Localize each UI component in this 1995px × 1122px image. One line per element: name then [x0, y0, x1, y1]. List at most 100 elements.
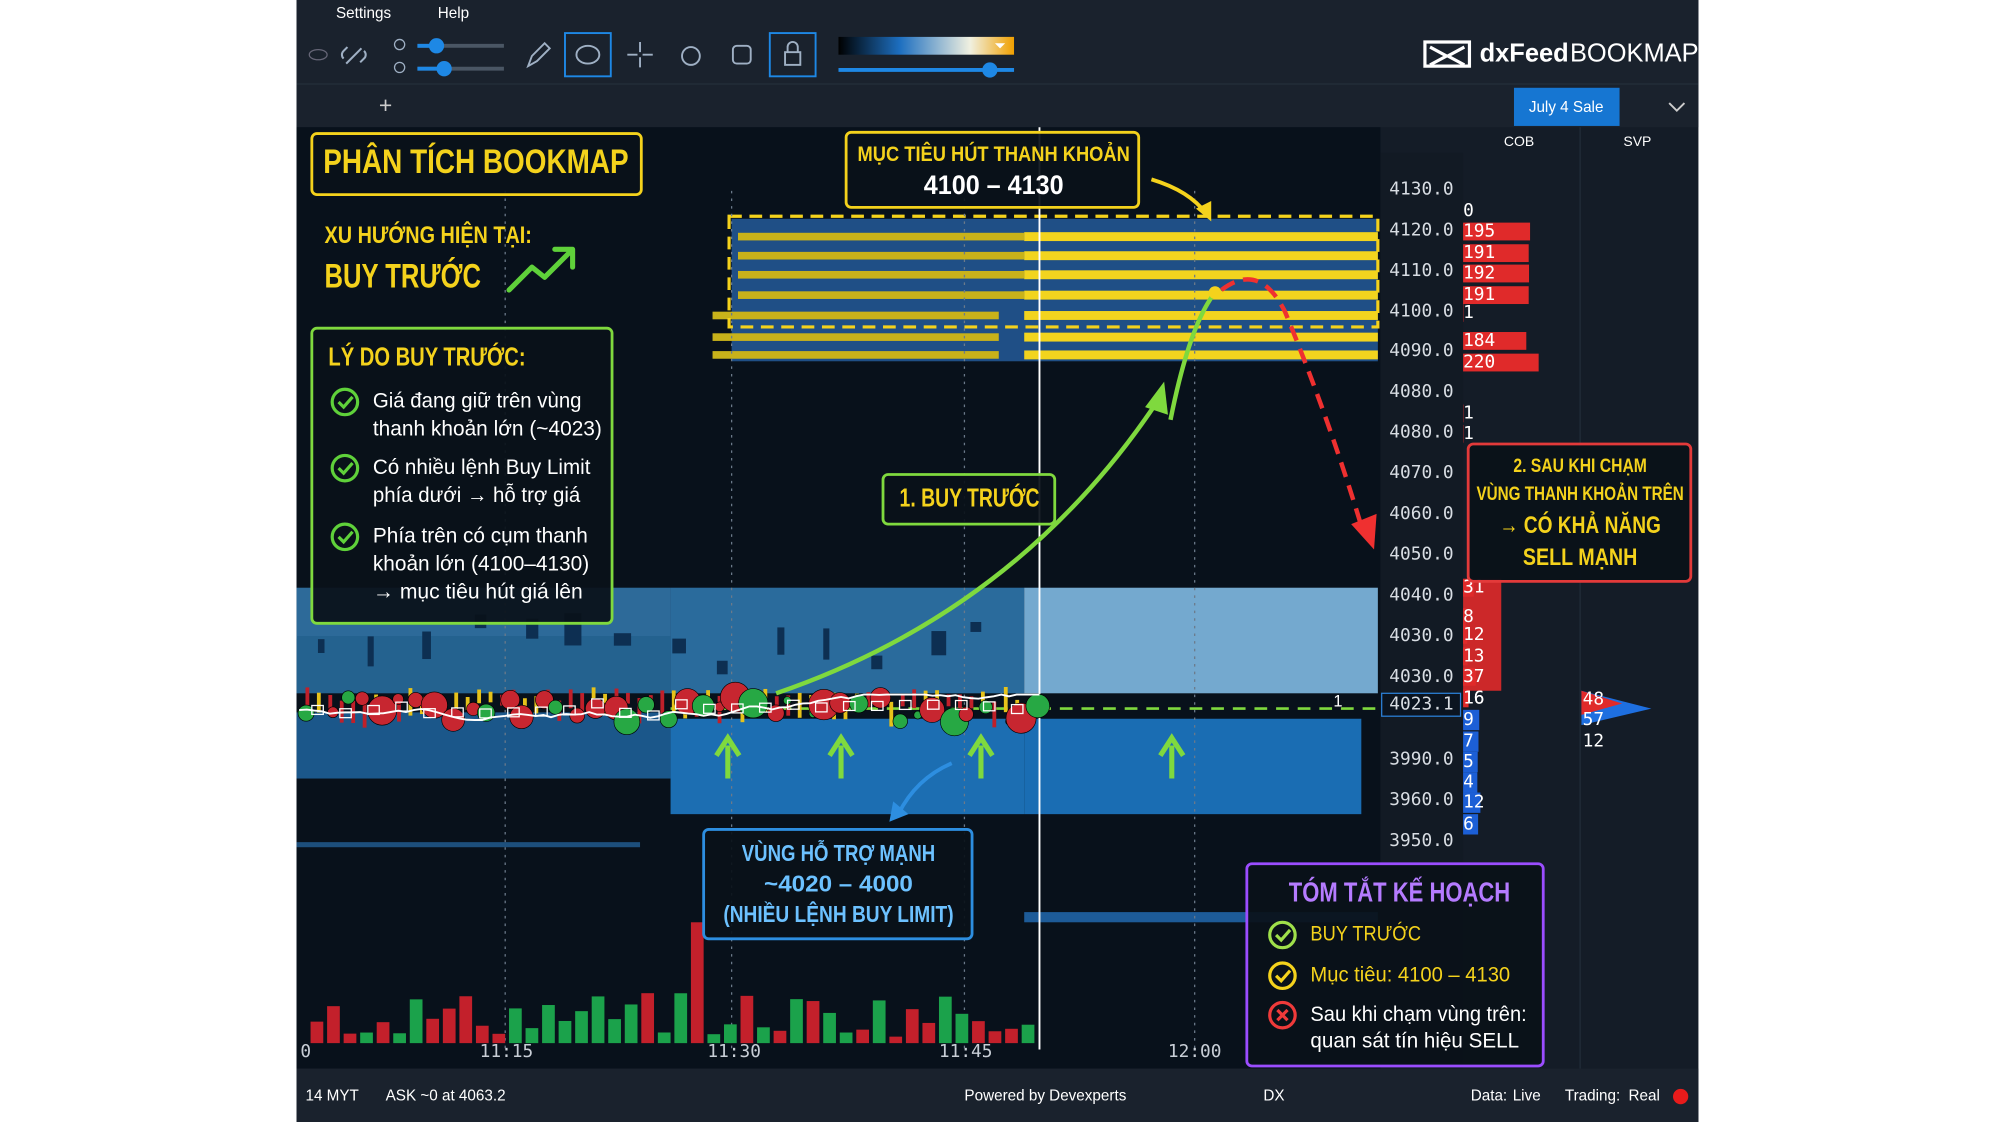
trade-bar — [328, 695, 333, 713]
icon-link[interactable] — [340, 46, 367, 65]
icon-hand[interactable] — [731, 44, 752, 65]
cob-bid-size: 12 — [1463, 792, 1484, 813]
liquidity-block — [823, 628, 830, 660]
price-label: 4100.0 — [1389, 301, 1453, 322]
status-trading-label: Trading: — [1565, 1088, 1620, 1105]
column-header: COB — [1504, 133, 1534, 149]
plan-title: TÓM TẮT KẾ HOẠCH — [1289, 877, 1510, 908]
cob-ask-size: 12 — [1463, 624, 1484, 645]
status-exchange: DX — [1263, 1088, 1284, 1105]
trade-bubble — [341, 690, 356, 705]
candle — [423, 708, 436, 719]
reason-text: phía dưới → hỗ trợ giá — [373, 482, 581, 507]
target-range: 4100 – 4130 — [924, 170, 1064, 200]
cob-bid-size: 4 — [1463, 771, 1474, 792]
plan-box — [1245, 862, 1545, 1068]
menu-chevron[interactable] — [1668, 102, 1686, 113]
candle — [1010, 703, 1024, 715]
liquidity-block — [367, 636, 374, 667]
cob-bid-size: 6 — [1463, 813, 1474, 834]
volume-bar — [459, 996, 473, 1044]
candle — [982, 701, 996, 712]
liquidity-block — [317, 639, 325, 653]
volume-bar — [310, 1021, 324, 1044]
trade-bar — [1003, 686, 1008, 713]
volume-bar — [542, 1005, 555, 1044]
trade-bar — [958, 694, 962, 713]
slider-knob[interactable] — [436, 61, 452, 77]
liquidity-band — [670, 718, 1025, 815]
svp-volume: 12 — [1583, 731, 1604, 752]
trade-bar — [465, 696, 470, 710]
price-label: 4080.0 — [1389, 381, 1453, 402]
liquidity-band — [296, 712, 671, 779]
heatmap-palette[interactable] — [838, 36, 1015, 55]
promo-button-label[interactable]: July 4 Sale — [1529, 99, 1604, 116]
volume-bar — [393, 1033, 406, 1044]
reason-text: thanh khoản lớn (~4023) — [373, 416, 602, 441]
trade-bar — [397, 696, 401, 722]
trade-bubble — [958, 706, 974, 722]
time-label: 11:45 — [939, 1041, 993, 1062]
step2-text: → CÓ KHẢ NĂNG — [1499, 510, 1661, 539]
icon-pencil[interactable] — [526, 41, 552, 69]
promo-button[interactable] — [1513, 87, 1620, 126]
price-label: 4050.0 — [1389, 544, 1453, 565]
candle — [647, 710, 660, 721]
palette-dropdown — [994, 43, 1006, 49]
step2-text: VÙNG THANH KHOẢN TRÊN — [1476, 483, 1683, 505]
logo-brand: dxFeed — [1480, 39, 1569, 67]
check-mark — [1274, 969, 1292, 984]
icon-timer[interactable] — [681, 46, 701, 66]
trade-bubble — [569, 707, 585, 724]
icon-lock-frame[interactable] — [768, 32, 817, 78]
menu-settings[interactable]: Settings — [336, 5, 391, 22]
check-icon — [330, 453, 360, 483]
support-box — [702, 828, 974, 941]
volume-bar — [872, 1000, 886, 1044]
liquidity-stripe — [1024, 290, 1378, 300]
support-up-arrow — [714, 733, 742, 779]
liquidity-block — [422, 631, 431, 660]
check-mark — [1274, 928, 1292, 943]
trade-bar — [580, 693, 585, 713]
volume-bar — [426, 1018, 440, 1044]
candle — [563, 705, 576, 716]
liquidity-band — [1024, 912, 1378, 923]
volume-bar — [740, 995, 754, 1044]
liquidity-block — [613, 633, 632, 646]
volume-bar — [376, 1022, 390, 1044]
volume-bar — [790, 999, 803, 1044]
new-tab-button[interactable]: + — [379, 92, 392, 118]
volume-bar — [707, 1034, 721, 1044]
candle — [870, 700, 884, 712]
cob-bid-bar — [1463, 731, 1479, 752]
trade-bubble — [548, 699, 563, 715]
check-icon — [330, 522, 360, 552]
palette-knob[interactable] — [982, 62, 998, 78]
volume-bar — [624, 1004, 638, 1044]
support-text: ~4020 – 4000 — [764, 870, 913, 896]
slider-knob[interactable] — [428, 38, 445, 54]
status-bar — [296, 1068, 1699, 1122]
trade-bar — [477, 689, 482, 704]
time-label: 11:30 — [707, 1041, 761, 1062]
icon-crosshair[interactable] — [627, 41, 653, 68]
support-arrow — [896, 761, 953, 816]
candle — [339, 708, 352, 719]
reason-text: khoản lớn (4100–4130) — [373, 551, 589, 576]
volume-bar — [955, 1013, 969, 1044]
candle — [898, 699, 912, 711]
reason-text: Có nhiều lệnh Buy Limit — [373, 454, 591, 479]
liquidity-block — [871, 655, 883, 670]
liquidity-band — [670, 587, 1025, 694]
price-label: 3990.0 — [1389, 748, 1453, 769]
target-zone — [727, 214, 1380, 329]
current-price: 4023.1 — [1389, 694, 1453, 715]
liquidity-stripe — [737, 232, 1025, 241]
cob-ask-column — [1463, 578, 1502, 691]
cob-ask-size: 191 — [1463, 284, 1495, 305]
menu-help[interactable]: Help — [438, 5, 469, 22]
icon-chat-frame[interactable] — [564, 32, 612, 78]
